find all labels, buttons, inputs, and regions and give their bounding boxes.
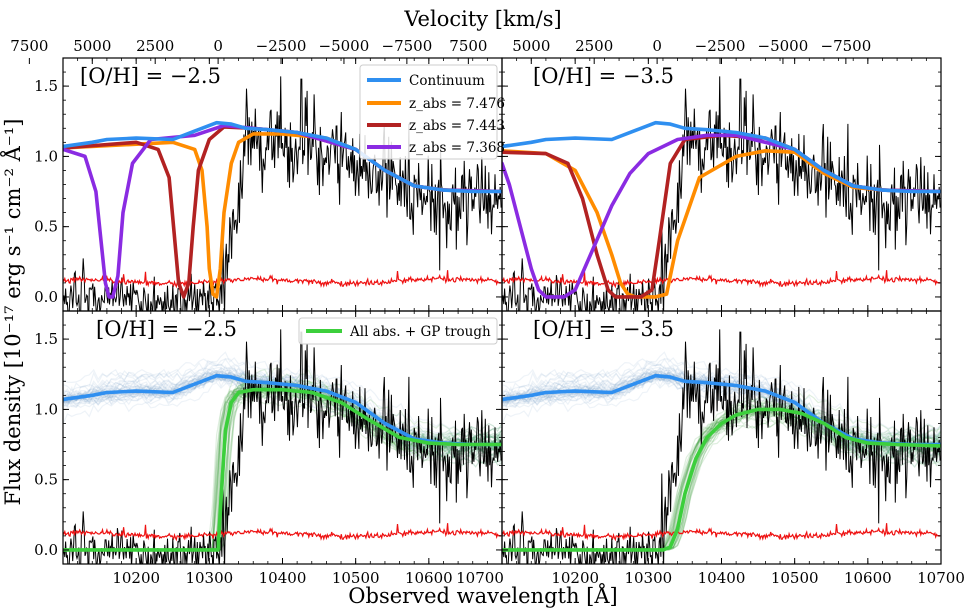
- velocity-tick-label: −7500: [382, 37, 433, 55]
- velocity-tick-label: −5000: [758, 37, 809, 55]
- model-line-all_abs: [502, 407, 941, 552]
- gp-samples: [502, 351, 941, 551]
- continuum-line: [63, 120, 502, 194]
- x-tick-label: 10500: [332, 569, 380, 587]
- plot-area: [63, 329, 502, 564]
- y-tick-label: 0.0: [34, 541, 58, 559]
- gp-sample-continuum: [502, 375, 941, 465]
- velocity-tick-label: 2500: [136, 37, 174, 55]
- panel-top-right: [501, 57, 942, 312]
- velocity-tick-label: −7500: [821, 37, 872, 55]
- legend-top: Continuum z_abs = 7.476 z_abs = 7.443 z_…: [359, 64, 505, 160]
- error-spectrum: [502, 523, 941, 542]
- ticks: [62, 57, 503, 312]
- y-tick-label: 0.0: [34, 288, 58, 306]
- model-line-z7476: [502, 149, 941, 299]
- x-axis-tick-labels: 10200 10300 10400 10500 10600 10700 10200 10300…: [112, 569, 965, 587]
- y-tick-label: 1.5: [34, 77, 58, 95]
- ticks: [501, 57, 942, 312]
- y-axis-tick-labels: 0.0 0.5 1.0 1.5 0.0 0.5 1.0 1.5: [34, 77, 58, 559]
- continuum-line: [502, 120, 941, 194]
- gp-sample-continuum: [502, 372, 941, 455]
- velocity-tick-label: 5000: [512, 37, 550, 55]
- x-tick-label: 10200: [112, 569, 160, 587]
- x-tick-label: 10400: [259, 569, 307, 587]
- legend-label-z7443: z_abs = 7.443: [409, 118, 505, 134]
- legend-label-z7368: z_abs = 7.368: [409, 140, 505, 156]
- x-tick-label: 10500: [771, 569, 819, 587]
- x-tick-label: 10600: [405, 569, 453, 587]
- y-tick-label: 0.5: [34, 471, 58, 489]
- gp-sample-continuum: [502, 359, 941, 462]
- plot-area: [502, 329, 941, 564]
- plot-area: [63, 76, 502, 311]
- gp-sample-continuum: [63, 370, 502, 457]
- panel-label-top-right: [O/H] = −3.5: [533, 64, 674, 88]
- model-line-all_abs: [63, 387, 502, 552]
- x-tick-label: 10300: [185, 569, 233, 587]
- observed-spectrum: [502, 76, 941, 311]
- y-tick-label: 1.0: [34, 400, 58, 418]
- velocity-tick-label: −2500: [256, 37, 307, 55]
- panel-frame: [501, 57, 942, 312]
- y-tick-label: 0.5: [34, 218, 58, 236]
- gp-sample-continuum: [502, 370, 941, 457]
- velocity-tick-label: 5000: [73, 37, 111, 55]
- legend-label-continuum: Continuum: [409, 73, 485, 89]
- legend-bottom-box: [298, 317, 498, 345]
- panel-label-bottom-right: [O/H] = −3.5: [533, 317, 674, 341]
- ticks: [62, 310, 503, 565]
- x-tick-label: 10300: [624, 569, 672, 587]
- y-tick-label: 1.0: [34, 147, 58, 165]
- x-axis-title: Observed wavelength [Å]: [348, 583, 617, 608]
- gp-samples: [63, 351, 502, 551]
- velocity-tick-label: −2500: [695, 37, 746, 55]
- x-tick-label: 10200: [551, 569, 599, 587]
- velocity-tick-label: 0: [213, 37, 223, 55]
- gp-sample-continuum: [63, 359, 502, 462]
- velocity-axis: 7500 5000 2500 0 −2500 −5000 −7500 7500 5000 2500…: [10, 37, 871, 64]
- ticks: [501, 310, 942, 565]
- velocity-tick-label: 0: [652, 37, 662, 55]
- y-axis-title: Flux density [10⁻¹⁷ erg s⁻¹ cm⁻² Å⁻¹]: [0, 119, 25, 506]
- error-spectrum: [63, 270, 502, 289]
- error-spectrum: [502, 270, 941, 289]
- x-tick-label: 10700: [456, 569, 504, 587]
- velocity-tick-label: 7500: [10, 37, 48, 55]
- observed-spectrum: [502, 329, 941, 564]
- legend-label-z7476: z_abs = 7.476: [409, 96, 505, 112]
- panel-bottom-right: [501, 310, 942, 565]
- observed-spectrum: [63, 76, 502, 311]
- observed-spectrum: [63, 329, 502, 564]
- panel-label-bottom-left: [O/H] = −2.5: [96, 317, 237, 341]
- gp-sample-continuum: [502, 358, 941, 468]
- panel-bottom-left: [62, 310, 503, 565]
- plot-area: [502, 76, 941, 311]
- legend-bottom: All abs. + GP trough: [298, 317, 498, 345]
- y-tick-label: 1.5: [34, 330, 58, 348]
- gp-sample-continuum: [63, 364, 502, 453]
- error-spectrum: [63, 523, 502, 542]
- x-tick-label: 10700: [917, 569, 965, 587]
- gp-sample-continuum: [502, 364, 941, 453]
- legend-top-box: [359, 64, 498, 160]
- velocity-tick-label: −5000: [319, 37, 370, 55]
- velocity-tick-label: 2500: [575, 37, 613, 55]
- panel-label-top-left: [O/H] = −2.5: [80, 64, 221, 88]
- x-tick-label: 10400: [698, 569, 746, 587]
- legend-label-all-abs: All abs. + GP trough: [349, 324, 491, 340]
- x-tick-label: 10600: [844, 569, 892, 587]
- velocity-axis-title: Velocity [km/s]: [403, 7, 561, 31]
- gp-sample-continuum: [63, 372, 502, 455]
- panel-top-left: [62, 57, 503, 312]
- gp-sample-continuum: [63, 358, 502, 468]
- velocity-tick-label: 7500: [449, 37, 487, 55]
